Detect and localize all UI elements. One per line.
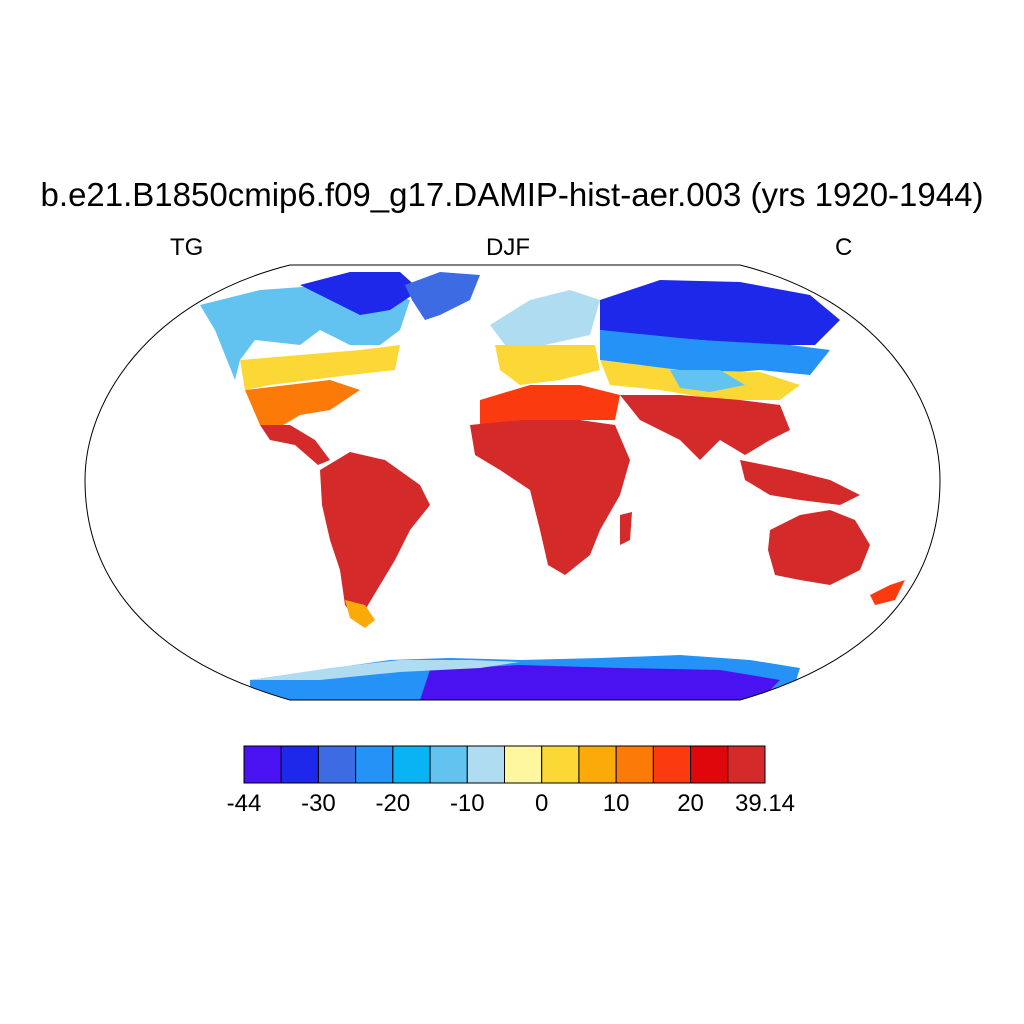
- maritime-asia: [740, 460, 860, 505]
- africa-north: [480, 385, 620, 425]
- madagascar: [620, 512, 632, 545]
- map-boundary: [84, 264, 941, 701]
- colorbar-tick-label: 0: [535, 790, 549, 817]
- colorbar-tick-label: 39.14: [734, 790, 796, 817]
- europe-north: [490, 290, 600, 345]
- colorbar-tick-label: -30: [301, 790, 336, 817]
- tibet: [670, 370, 745, 392]
- antarctica-interior: [420, 665, 780, 700]
- colorbar-tick-label: -10: [449, 790, 485, 817]
- colorbar-tick-label: -20: [375, 790, 411, 817]
- variable-label: TG: [170, 234, 204, 261]
- new-zealand: [870, 580, 905, 605]
- colorbar-box: [541, 745, 580, 784]
- colorbar-box: [317, 745, 357, 784]
- africa: [470, 420, 630, 575]
- colorbar-box: [504, 745, 543, 784]
- siberia: [600, 280, 840, 345]
- antarctic-coast: [250, 660, 520, 680]
- colorbar-box: [355, 745, 394, 784]
- australia: [768, 510, 870, 585]
- colorbar-box: [615, 745, 654, 784]
- colorbar-box: [652, 745, 692, 784]
- europe-south: [495, 345, 600, 385]
- colorbar-tick-label: 10: [602, 790, 630, 817]
- central-america: [260, 425, 330, 465]
- colorbar-tick-label: -44: [226, 790, 262, 817]
- colorbar-box: [578, 745, 617, 784]
- colorbar-box: [727, 745, 766, 784]
- map-title: b.e21.B1850cmip6.f09_g17.DAMIP-hist-aer.…: [40, 176, 984, 213]
- colorbar-box: [690, 745, 729, 784]
- colorbar-box: [466, 745, 505, 784]
- south-america: [320, 452, 430, 625]
- colorbar-box: [392, 745, 431, 784]
- colorbar-box: [280, 745, 319, 784]
- colorbar-tick-label: 20: [677, 790, 704, 817]
- colorbar-box: [243, 745, 282, 784]
- south-asia: [620, 395, 790, 460]
- season-label: DJF: [486, 234, 530, 261]
- north-america-mid: [240, 345, 400, 390]
- greenland: [405, 272, 480, 320]
- colorbar-box: [429, 745, 468, 784]
- units-label: C: [835, 234, 853, 261]
- patagonia: [345, 600, 375, 628]
- asia-cold: [600, 330, 830, 375]
- north-america-south: [245, 380, 360, 430]
- arctic-islands: [300, 272, 420, 315]
